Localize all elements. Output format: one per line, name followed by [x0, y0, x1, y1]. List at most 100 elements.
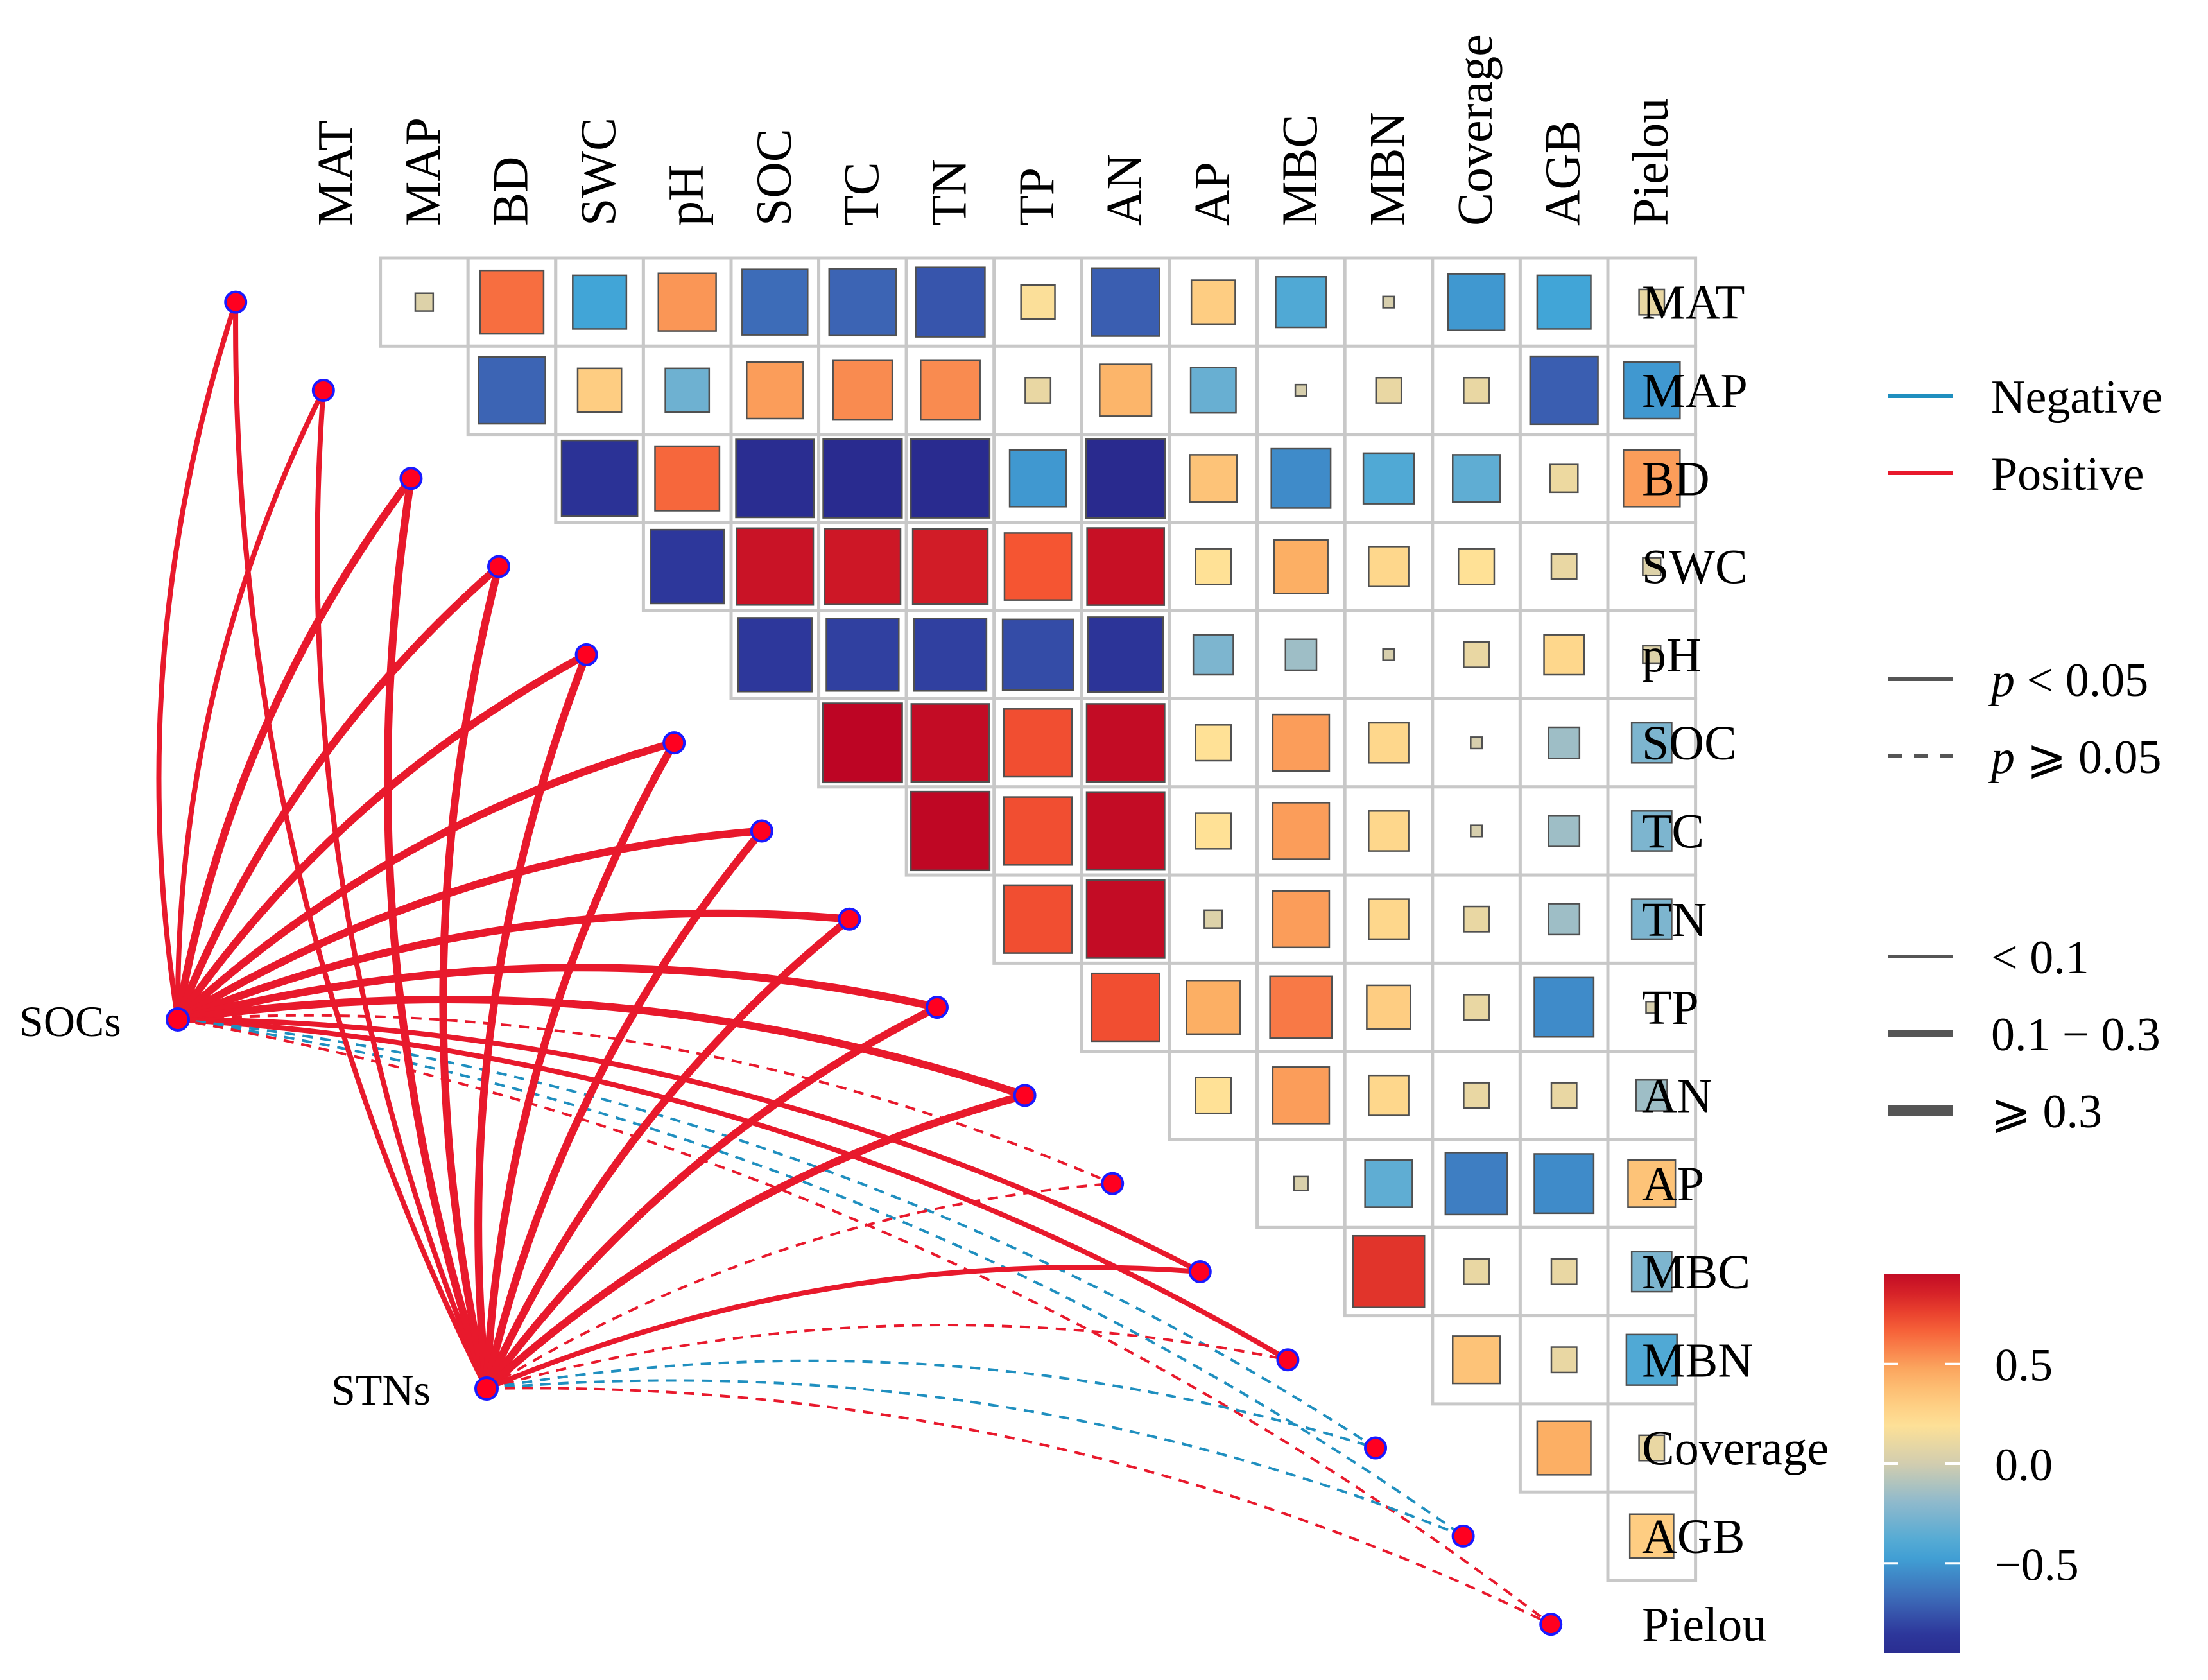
link-SOCs-SOC: [174, 739, 678, 1023]
node-AP: [1101, 1172, 1125, 1195]
corr-square-TP-Coverage: [1463, 994, 1490, 1021]
link-SOCs-MAT: [156, 299, 239, 1022]
corr-square-SOC-Pielou: [1630, 722, 1673, 764]
corr-square-SWC-pH: [650, 528, 725, 605]
legend-width-label: < 0.1: [1991, 931, 2089, 984]
column-label-Coverage: Coverage: [1447, 34, 1503, 226]
corr-square-pH-TC: [825, 618, 900, 692]
row-label-TC: TC: [1642, 804, 1704, 858]
corr-square-SOC-AP: [1195, 724, 1232, 762]
column-label-MAP: MAP: [395, 117, 451, 226]
corr-square-MAP-AGB: [1529, 355, 1599, 426]
link-STNs-MAP: [315, 387, 489, 1391]
corr-square-SWC-TP: [1003, 532, 1073, 601]
corr-square-SOC-AN: [1085, 703, 1166, 783]
row-label-AGB: AGB: [1642, 1510, 1745, 1564]
corr-square-TC-MBN: [1368, 810, 1410, 852]
corr-square-AN-Pielou: [1635, 1078, 1668, 1112]
corr-square-BD-Pielou: [1622, 449, 1681, 508]
corr-square-TC-AGB: [1548, 815, 1581, 847]
corr-square-TC-AN: [1085, 791, 1166, 871]
corr-square-TN-MBN: [1368, 898, 1410, 940]
row-label-BD: BD: [1642, 452, 1710, 506]
row-label-MBN: MBN: [1642, 1333, 1753, 1387]
corr-square-AP-Coverage: [1444, 1152, 1508, 1216]
corr-square-MAT-TC: [828, 268, 897, 337]
corr-square-pH-AN: [1087, 616, 1164, 693]
node-label-SOCs: SOCs: [19, 997, 121, 1046]
node-TP: [926, 996, 949, 1019]
link-SOCs-SWC: [174, 562, 503, 1023]
heatmap-cells: [414, 266, 1681, 1559]
colorbar-tick-label: 0.0: [1995, 1439, 2053, 1491]
corr-square-SWC-AP: [1195, 548, 1232, 585]
corr-square-BD-AP: [1189, 454, 1238, 503]
corr-square-MBC-AGB: [1550, 1258, 1578, 1285]
corr-square-MAT-AP: [1190, 279, 1236, 325]
corr-square-SWC-MBN: [1368, 546, 1410, 587]
link-STNs-AGB: [486, 1379, 1464, 1537]
node-MAP: [311, 378, 335, 402]
corr-square-MAT-AN: [1091, 267, 1160, 337]
corr-square-BD-pH: [654, 445, 721, 512]
corr-square-TC-Coverage: [1470, 824, 1483, 838]
corr-square-TN-AP: [1203, 909, 1223, 929]
node-Pielou: [1539, 1613, 1563, 1636]
corr-square-MAP-TC: [832, 359, 893, 421]
node-Coverage: [1364, 1436, 1388, 1460]
corr-square-TN-Coverage: [1463, 905, 1490, 933]
link-STNs-pH: [474, 650, 591, 1392]
corr-square-MAT-Coverage: [1447, 273, 1506, 331]
link-STNs-Coverage: [486, 1359, 1376, 1450]
link-SOCs-BD: [174, 474, 415, 1023]
link-STNs-MAT: [233, 299, 489, 1391]
grid-cell: [1606, 1225, 1698, 1318]
link-STNs-MBN: [486, 1324, 1288, 1390]
corr-square-TP-MBN: [1366, 984, 1411, 1030]
corr-square-pH-Pielou: [1642, 645, 1662, 665]
corr-square-BD-Coverage: [1451, 454, 1501, 503]
corr-square-MAP-TN: [920, 359, 981, 421]
column-label-TN: TN: [921, 159, 977, 226]
column-label-AGB: AGB: [1535, 120, 1591, 226]
corr-square-MAT-pH: [657, 272, 717, 332]
corr-square-BD-TC: [822, 438, 903, 519]
row-label-MAP: MAP: [1642, 364, 1748, 418]
corr-square-BD-TP: [1008, 449, 1067, 508]
corr-square-AP-MBN: [1364, 1159, 1413, 1208]
grid-cell: [992, 256, 1083, 348]
corr-square-Coverage-Pielou: [1638, 1434, 1666, 1462]
corr-square-MAP-Coverage: [1463, 376, 1490, 404]
corr-square-TP-Pielou: [1645, 1000, 1659, 1014]
node-MBC: [1188, 1260, 1212, 1283]
corr-square-MAP-SOC: [745, 361, 804, 420]
link-SOCs-MAP: [175, 387, 326, 1022]
column-label-TC: TC: [833, 162, 889, 226]
corr-square-MAP-MBC: [1294, 383, 1307, 397]
corr-square-TC-TN: [910, 790, 991, 872]
variable-labels: MAT MAP BD SWC pH SOC TC TN TP AN AP MBC MBN Coverage…: [19, 34, 1829, 1652]
link-SOCs-AP: [177, 1014, 1114, 1185]
corr-square-pH-AP: [1192, 634, 1234, 676]
corr-square-pH-AGB: [1543, 634, 1585, 676]
row-label-TP: TP: [1642, 981, 1699, 1035]
node-SOC: [662, 731, 686, 755]
corr-square-pH-MBN: [1382, 648, 1395, 661]
corr-square-MAP-AN: [1099, 363, 1153, 417]
corr-square-pH-TP: [1001, 618, 1074, 691]
corr-square-MBC-Coverage: [1463, 1258, 1490, 1285]
corr-square-TC-TP: [1003, 796, 1073, 866]
corr-square-MBN-Pielou: [1625, 1333, 1678, 1386]
legend-width-label: ⩾ 0.3: [1991, 1086, 2102, 1138]
node-TN: [838, 907, 861, 931]
column-label-MBC: MBC: [1272, 115, 1327, 226]
corr-square-TC-AP: [1195, 812, 1232, 850]
corr-square-MBN-AGB: [1550, 1346, 1578, 1374]
corr-square-SOC-TN: [910, 703, 990, 783]
corr-square-BD-SWC: [560, 439, 639, 517]
column-label-SOC: SOC: [745, 128, 801, 226]
node-pH: [574, 643, 598, 666]
row-label-Coverage: Coverage: [1642, 1422, 1829, 1476]
corr-square-TN-MBC: [1272, 890, 1331, 949]
corr-square-pH-SOC: [737, 617, 813, 693]
